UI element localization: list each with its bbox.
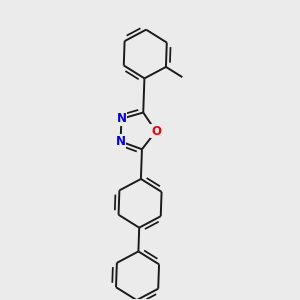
Text: O: O bbox=[151, 125, 161, 138]
Text: N: N bbox=[116, 135, 126, 148]
Text: N: N bbox=[116, 112, 126, 125]
